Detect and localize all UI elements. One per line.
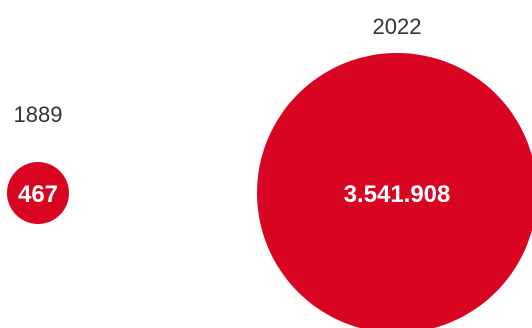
year-label-1889: 1889 (14, 102, 63, 127)
bubble-1889: 467 1889 (7, 102, 69, 224)
bubble-circle-2022 (257, 53, 532, 328)
bubble-circle-1889 (7, 162, 69, 224)
year-label-2022: 2022 (373, 14, 422, 39)
value-label-2022: 3.541.908 (344, 181, 451, 208)
value-label-1889: 467 (18, 181, 58, 208)
bubble-2022: 3.541.908 2022 (257, 14, 532, 328)
